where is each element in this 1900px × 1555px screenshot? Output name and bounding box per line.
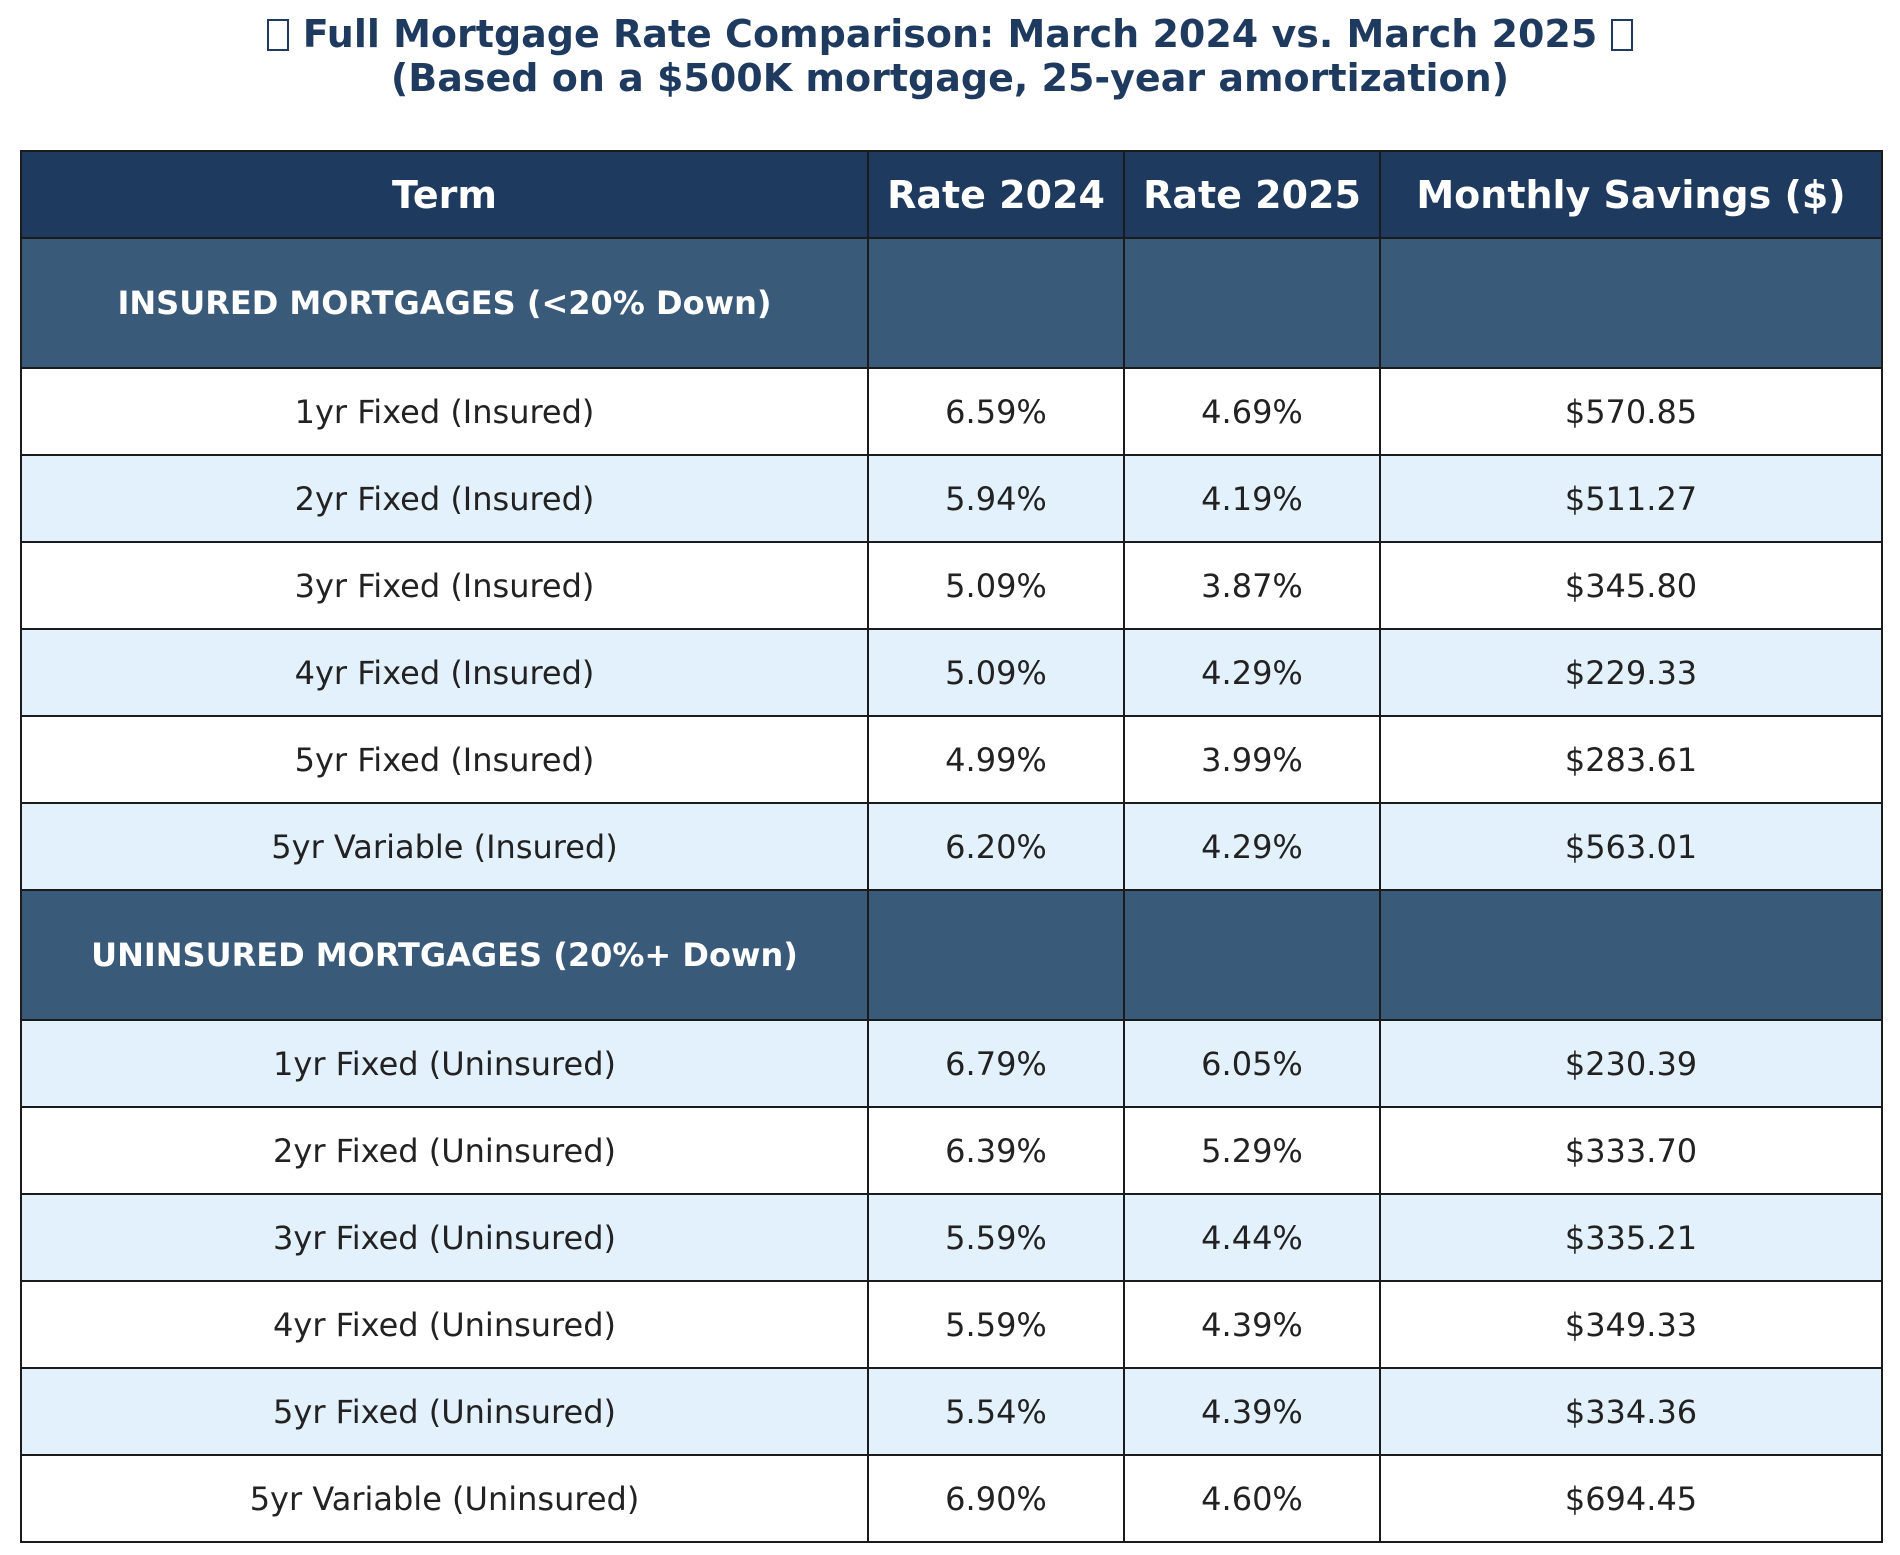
table-row: 1yr Fixed (Uninsured) 6.79% 6.05% $230.39 xyxy=(20,1019,1883,1108)
rate-2024-cell: 5.09% xyxy=(867,628,1125,717)
rate-2025-cell: 5.29% xyxy=(1123,1106,1381,1195)
missing-glyph-icon xyxy=(267,19,290,51)
term-cell: 2yr Fixed (Uninsured) xyxy=(20,1106,869,1195)
term-cell: 4yr Fixed (Insured) xyxy=(20,628,869,717)
section-label: INSURED MORTGAGES (<20% Down) xyxy=(20,237,869,369)
column-header-rate-2024: Rate 2024 xyxy=(867,150,1125,239)
rate-2025-cell: 4.44% xyxy=(1123,1193,1381,1282)
missing-glyph-icon xyxy=(1610,19,1633,51)
term-cell: 5yr Variable (Insured) xyxy=(20,802,869,891)
table-row: 5yr Fixed (Insured) 4.99% 3.99% $283.61 xyxy=(20,715,1883,804)
rate-2025-cell: 4.19% xyxy=(1123,454,1381,543)
rate-2024-cell: 6.39% xyxy=(867,1106,1125,1195)
term-cell: 5yr Variable (Uninsured) xyxy=(20,1454,869,1543)
table-row: 4yr Fixed (Insured) 5.09% 4.29% $229.33 xyxy=(20,628,1883,717)
rate-2024-cell: 6.59% xyxy=(867,367,1125,456)
rate-2025-cell: 4.29% xyxy=(1123,628,1381,717)
table-row: 2yr Fixed (Uninsured) 6.39% 5.29% $333.70 xyxy=(20,1106,1883,1195)
section-header-row: UNINSURED MORTGAGES (20%+ Down) xyxy=(20,889,1883,1021)
term-cell: 1yr Fixed (Insured) xyxy=(20,367,869,456)
rate-2025-cell: 4.29% xyxy=(1123,802,1381,891)
monthly-savings-cell: $230.39 xyxy=(1379,1019,1883,1108)
term-cell: 4yr Fixed (Uninsured) xyxy=(20,1280,869,1369)
term-cell: 3yr Fixed (Insured) xyxy=(20,541,869,630)
monthly-savings-cell: $283.61 xyxy=(1379,715,1883,804)
table-header-row: Term Rate 2024 Rate 2025 Monthly Savings… xyxy=(20,150,1883,239)
term-cell: 2yr Fixed (Insured) xyxy=(20,454,869,543)
monthly-savings-cell: $335.21 xyxy=(1379,1193,1883,1282)
rate-comparison-table: Term Rate 2024 Rate 2025 Monthly Savings… xyxy=(20,150,1883,1543)
section-empty-cell xyxy=(867,237,1125,369)
term-cell: 3yr Fixed (Uninsured) xyxy=(20,1193,869,1282)
section-empty-cell xyxy=(1379,237,1883,369)
table-row: 2yr Fixed (Insured) 5.94% 4.19% $511.27 xyxy=(20,454,1883,543)
rate-2024-cell: 5.59% xyxy=(867,1193,1125,1282)
chart-subtitle: (Based on a $500K mortgage, 25-year amor… xyxy=(390,56,1510,100)
rate-2024-cell: 5.94% xyxy=(867,454,1125,543)
column-header-rate-2025: Rate 2025 xyxy=(1123,150,1381,239)
rate-2024-cell: 6.79% xyxy=(867,1019,1125,1108)
monthly-savings-cell: $229.33 xyxy=(1379,628,1883,717)
monthly-savings-cell: $570.85 xyxy=(1379,367,1883,456)
chart-title-block: Full Mortgage Rate Comparison: March 202… xyxy=(0,12,1900,100)
term-cell: 5yr Fixed (Uninsured) xyxy=(20,1367,869,1456)
section-header-row: INSURED MORTGAGES (<20% Down) xyxy=(20,237,1883,369)
chart-title-line: Full Mortgage Rate Comparison: March 202… xyxy=(0,12,1900,56)
table-body: INSURED MORTGAGES (<20% Down) 1yr Fixed (… xyxy=(20,237,1883,1543)
rate-2025-cell: 3.87% xyxy=(1123,541,1381,630)
table-row: 1yr Fixed (Insured) 6.59% 4.69% $570.85 xyxy=(20,367,1883,456)
rate-2024-cell: 6.20% xyxy=(867,802,1125,891)
monthly-savings-cell: $563.01 xyxy=(1379,802,1883,891)
monthly-savings-cell: $345.80 xyxy=(1379,541,1883,630)
column-header-monthly-savings: Monthly Savings ($) xyxy=(1379,150,1883,239)
rate-2024-cell: 6.90% xyxy=(867,1454,1125,1543)
rate-2024-cell: 4.99% xyxy=(867,715,1125,804)
rate-2025-cell: 4.60% xyxy=(1123,1454,1381,1543)
rate-2025-cell: 3.99% xyxy=(1123,715,1381,804)
section-empty-cell xyxy=(1123,237,1381,369)
column-header-term: Term xyxy=(20,150,869,239)
table-row: 5yr Fixed (Uninsured) 5.54% 4.39% $334.36 xyxy=(20,1367,1883,1456)
section-empty-cell xyxy=(867,889,1125,1021)
section-empty-cell xyxy=(1379,889,1883,1021)
table-row: 3yr Fixed (Insured) 5.09% 3.87% $345.80 xyxy=(20,541,1883,630)
monthly-savings-cell: $349.33 xyxy=(1379,1280,1883,1369)
table-row: 3yr Fixed (Uninsured) 5.59% 4.44% $335.21 xyxy=(20,1193,1883,1282)
rate-2025-cell: 6.05% xyxy=(1123,1019,1381,1108)
monthly-savings-cell: $511.27 xyxy=(1379,454,1883,543)
table-row: 5yr Variable (Uninsured) 6.90% 4.60% $694.4… xyxy=(20,1454,1883,1543)
rate-2025-cell: 4.39% xyxy=(1123,1367,1381,1456)
table-row: 5yr Variable (Insured) 6.20% 4.29% $563.01 xyxy=(20,802,1883,891)
rate-2024-cell: 5.59% xyxy=(867,1280,1125,1369)
monthly-savings-cell: $694.45 xyxy=(1379,1454,1883,1543)
section-empty-cell xyxy=(1123,889,1381,1021)
term-cell: 1yr Fixed (Uninsured) xyxy=(20,1019,869,1108)
term-cell: 5yr Fixed (Insured) xyxy=(20,715,869,804)
rate-2025-cell: 4.39% xyxy=(1123,1280,1381,1369)
table-row: 4yr Fixed (Uninsured) 5.59% 4.39% $349.33 xyxy=(20,1280,1883,1369)
monthly-savings-cell: $334.36 xyxy=(1379,1367,1883,1456)
section-label: UNINSURED MORTGAGES (20%+ Down) xyxy=(20,889,869,1021)
chart-title: Full Mortgage Rate Comparison: March 202… xyxy=(302,12,1598,56)
rate-2025-cell: 4.69% xyxy=(1123,367,1381,456)
rate-2024-cell: 5.09% xyxy=(867,541,1125,630)
rate-2024-cell: 5.54% xyxy=(867,1367,1125,1456)
monthly-savings-cell: $333.70 xyxy=(1379,1106,1883,1195)
